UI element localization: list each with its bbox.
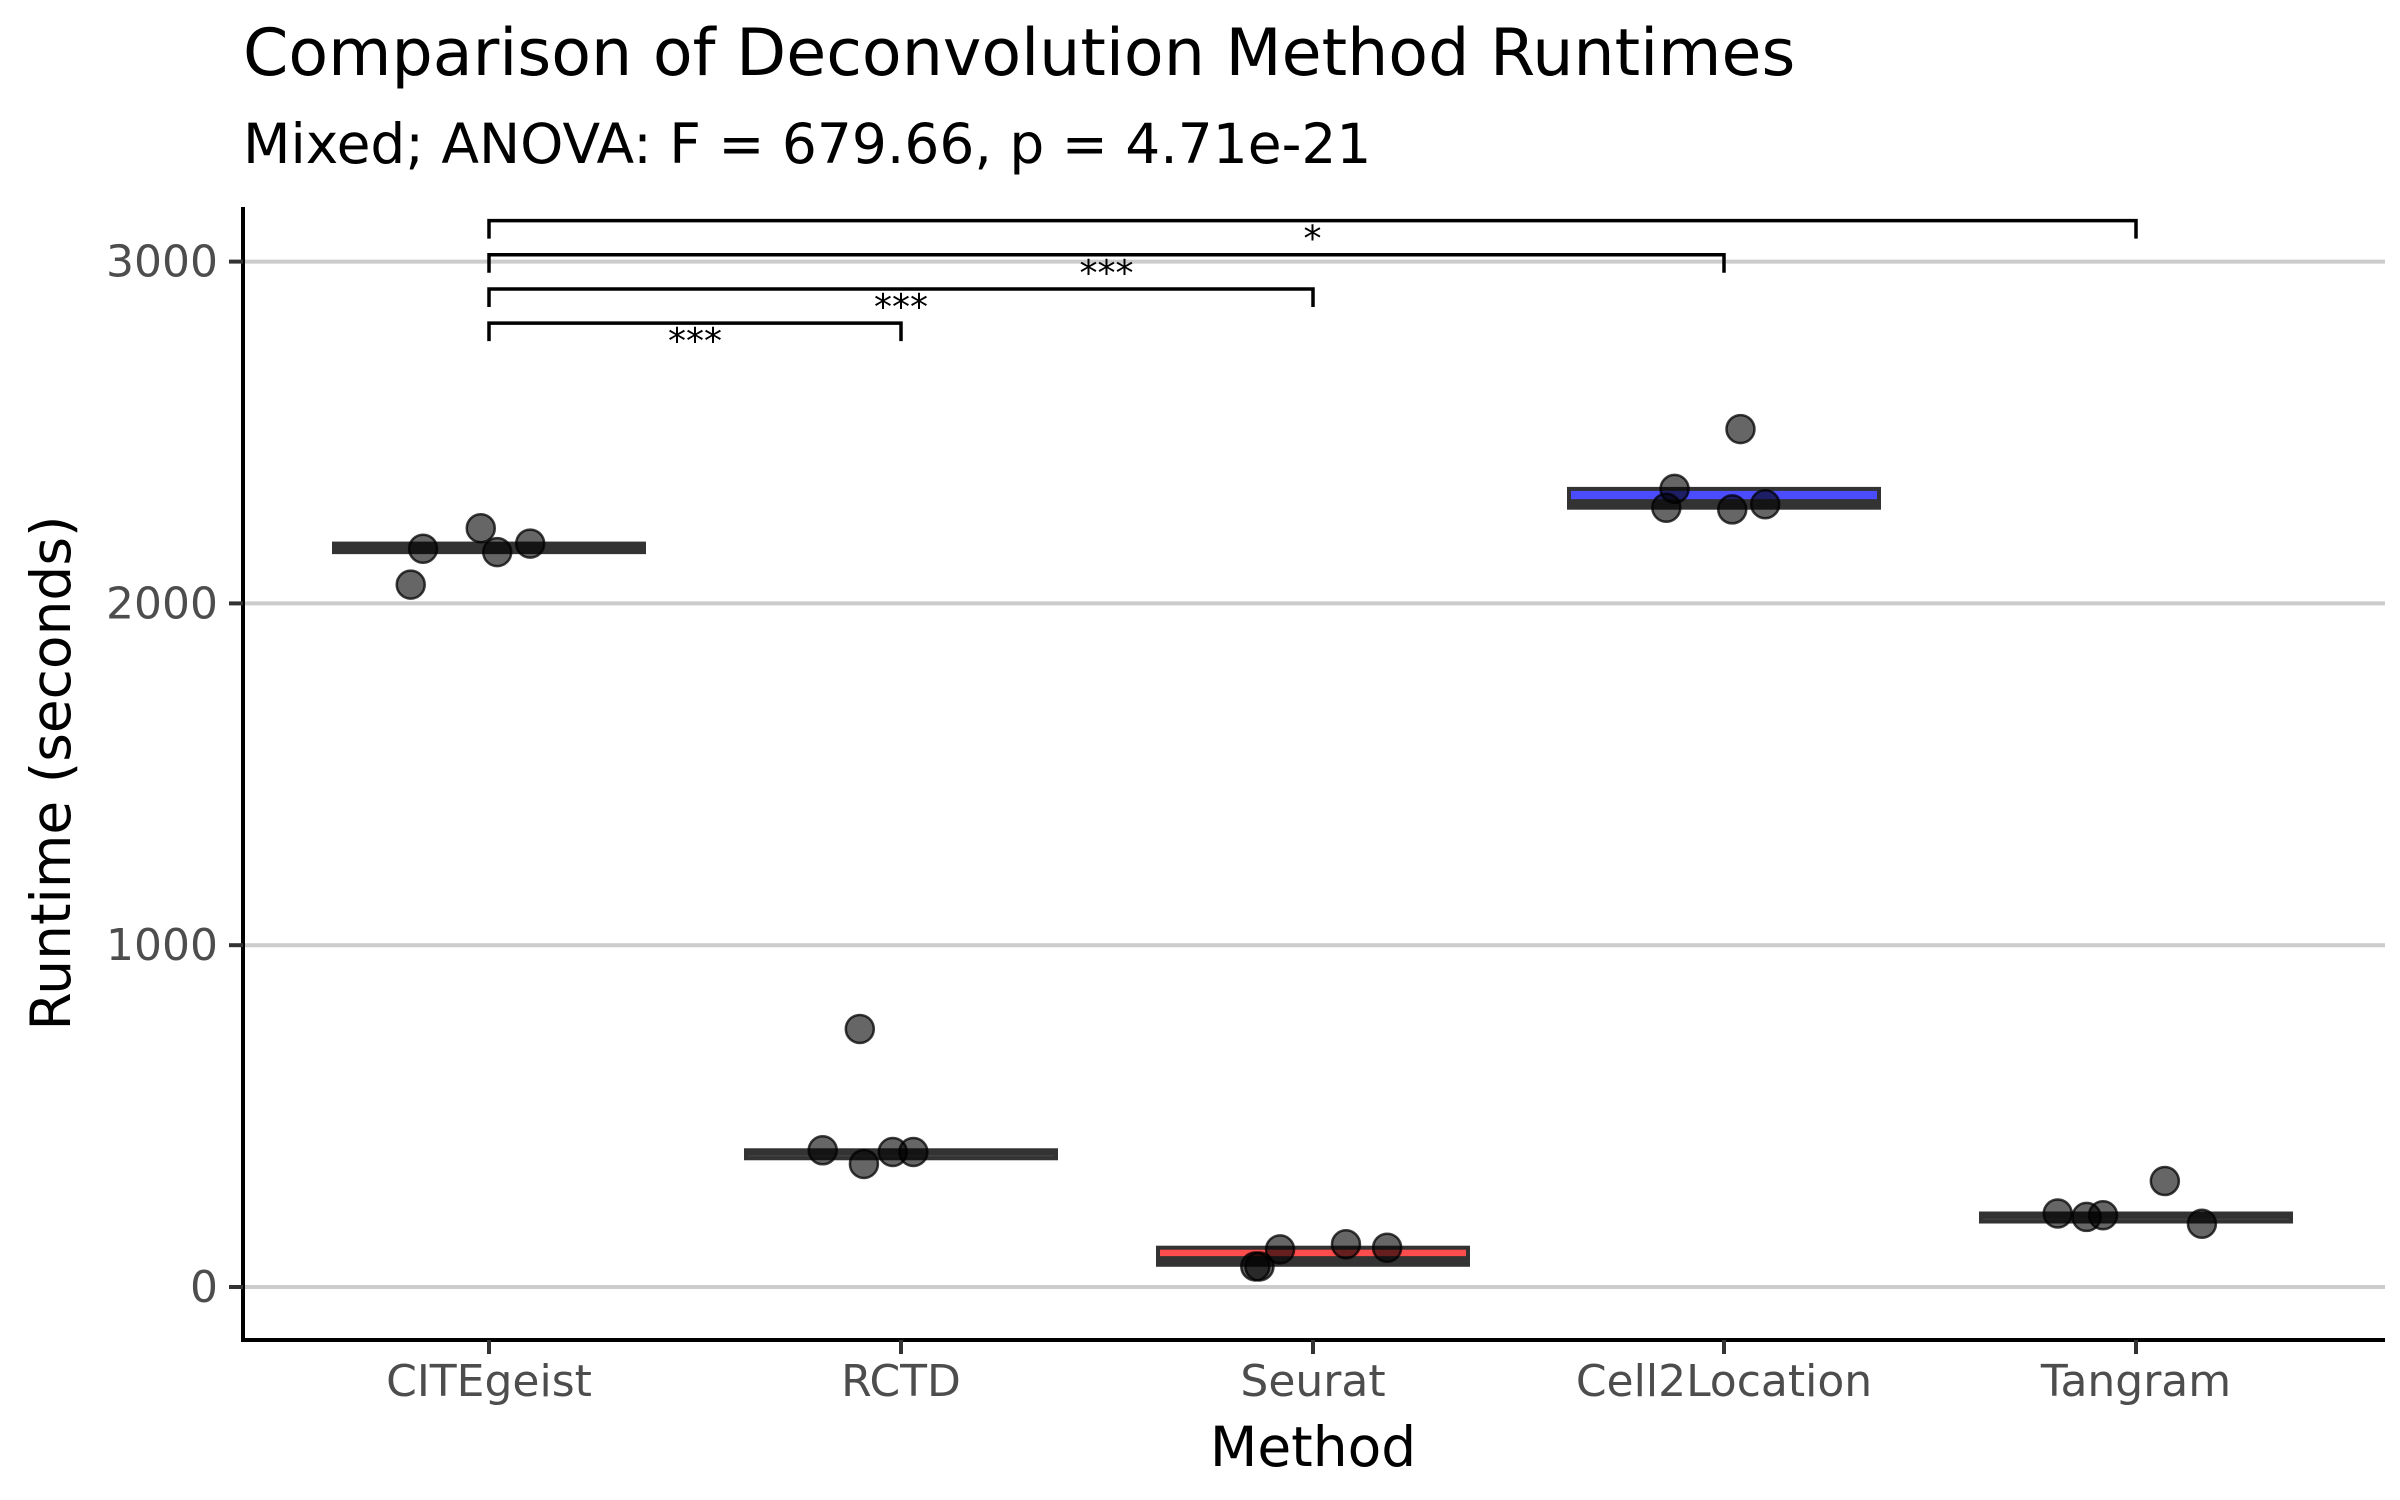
bracket-2	[487, 287, 1315, 307]
bracket-label-3: ***	[1080, 253, 1134, 294]
data-points	[395, 413, 2218, 1282]
point-cell2location-1	[1725, 413, 1756, 445]
point-seurat-3	[1330, 1229, 1362, 1260]
point-citegeist-4	[481, 536, 513, 568]
x-tick-label-citegeist: CITEgeist	[386, 1356, 592, 1407]
point-cell2location-3	[1651, 492, 1682, 523]
bracket-label-1: ***	[668, 321, 722, 362]
y-axis-ticks: 0 1000 2000 3000	[106, 237, 243, 1313]
point-tangram-1	[2042, 1198, 2073, 1229]
bracket-label-4: *	[1304, 219, 1322, 260]
point-rctd-5	[898, 1136, 929, 1168]
significance-brackets: **********	[487, 218, 2138, 362]
x-tick-label-rctd: RCTD	[841, 1356, 961, 1407]
point-citegeist-1	[395, 569, 426, 600]
y-tick-label-3000: 3000	[106, 237, 218, 288]
bracket-3	[487, 253, 1726, 273]
bracket-4	[487, 218, 2138, 239]
y-tick-label-0: 0	[190, 1262, 218, 1313]
point-cell2location-5	[1749, 489, 1781, 520]
point-tangram-5	[2186, 1208, 2218, 1240]
x-axis-title: Method	[1210, 1415, 1416, 1479]
chart-title: Comparison of Deconvolution Method Runti…	[243, 16, 1795, 91]
x-tick-label-cell2location: Cell2Location	[1576, 1356, 1872, 1407]
y-tick-label-2000: 2000	[106, 578, 218, 629]
x-tick-label-tangram: Tangram	[2040, 1356, 2231, 1407]
point-rctd-3	[848, 1148, 880, 1180]
point-rctd-2	[807, 1135, 838, 1166]
y-tick-label-1000: 1000	[106, 920, 218, 971]
point-citegeist-3	[465, 512, 497, 544]
point-citegeist-5	[514, 528, 546, 559]
chart-subtitle: Mixed; ANOVA: F = 679.66, p = 4.71e-21	[243, 112, 1371, 176]
x-tick-label-seurat: Seurat	[1240, 1356, 1385, 1407]
point-tangram-4	[2149, 1165, 2181, 1197]
point-seurat-2	[1264, 1234, 1296, 1265]
y-axis-title: Runtime (seconds)	[19, 516, 83, 1031]
point-seurat-5	[1244, 1251, 1275, 1282]
point-cell2location-4	[1716, 494, 1748, 525]
bracket-label-2: ***	[874, 287, 928, 328]
point-seurat-4	[1371, 1232, 1403, 1263]
point-citegeist-2	[407, 533, 439, 564]
bracket-1	[487, 321, 903, 342]
x-axis-ticks: CITEgeist RCTD Seurat Cell2Location Tangram	[386, 1340, 2231, 1407]
gridlines	[243, 259, 2385, 1289]
point-rctd-1	[844, 1013, 876, 1045]
point-tangram-3	[2087, 1199, 2119, 1231]
